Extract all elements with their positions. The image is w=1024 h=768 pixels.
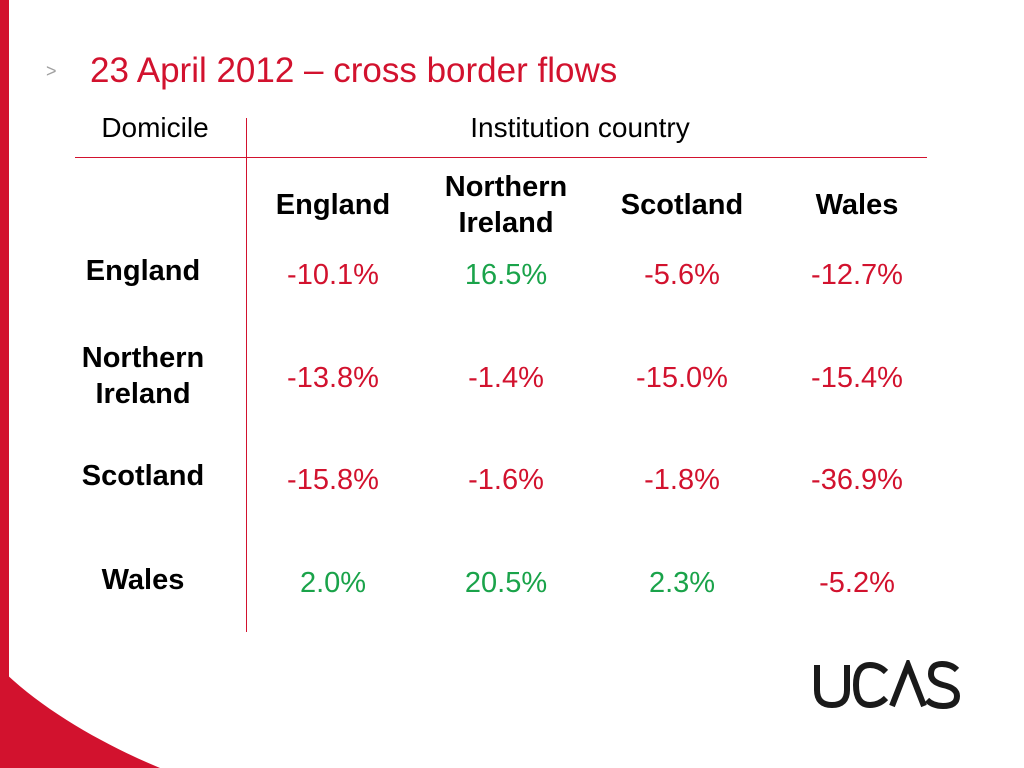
column-divider — [246, 118, 247, 632]
left-accent-bar — [0, 0, 9, 768]
institution-country-header: Institution country — [470, 112, 690, 143]
row-header-england: England — [85, 254, 201, 287]
row-header-northern-ireland: Northern Ireland — [81, 341, 205, 410]
table-cell: -5.6% — [644, 259, 720, 291]
ucas-logo — [814, 660, 961, 710]
table-cell: -13.8% — [287, 362, 379, 394]
table-cell: -1.8% — [644, 464, 720, 496]
table-cell: -5.2% — [819, 567, 895, 599]
header-divider — [75, 157, 927, 158]
table-cell: 2.3% — [648, 567, 716, 599]
table-cell: -1.4% — [468, 362, 544, 394]
table-cell: 16.5% — [464, 259, 548, 291]
column-header-scotland: Scotland — [620, 188, 744, 221]
column-header-england: England — [275, 188, 391, 221]
title-row: > 23 April 2012 – cross border flows — [46, 46, 617, 96]
table-cell: -12.7% — [811, 259, 903, 291]
table-cell: -15.8% — [287, 464, 379, 496]
table-cell: -1.6% — [468, 464, 544, 496]
slide-title: 23 April 2012 – cross border flows — [90, 51, 618, 90]
bullet-marker: > — [46, 60, 57, 81]
row-header-scotland: Scotland — [81, 459, 205, 492]
row-header-wales: Wales — [101, 563, 185, 596]
column-header-northern-ireland: Northern Ireland — [444, 170, 568, 239]
column-header-wales: Wales — [815, 188, 899, 221]
table-cell: 2.0% — [299, 567, 367, 599]
table-cell: -15.4% — [811, 362, 903, 394]
table-cell: -36.9% — [811, 464, 903, 496]
table-cell: -10.1% — [287, 259, 379, 291]
table-cell: -15.0% — [636, 362, 728, 394]
domicile-header: Domicile — [101, 112, 209, 143]
corner-accent-shape — [0, 668, 160, 768]
table-cell: 20.5% — [464, 567, 548, 599]
